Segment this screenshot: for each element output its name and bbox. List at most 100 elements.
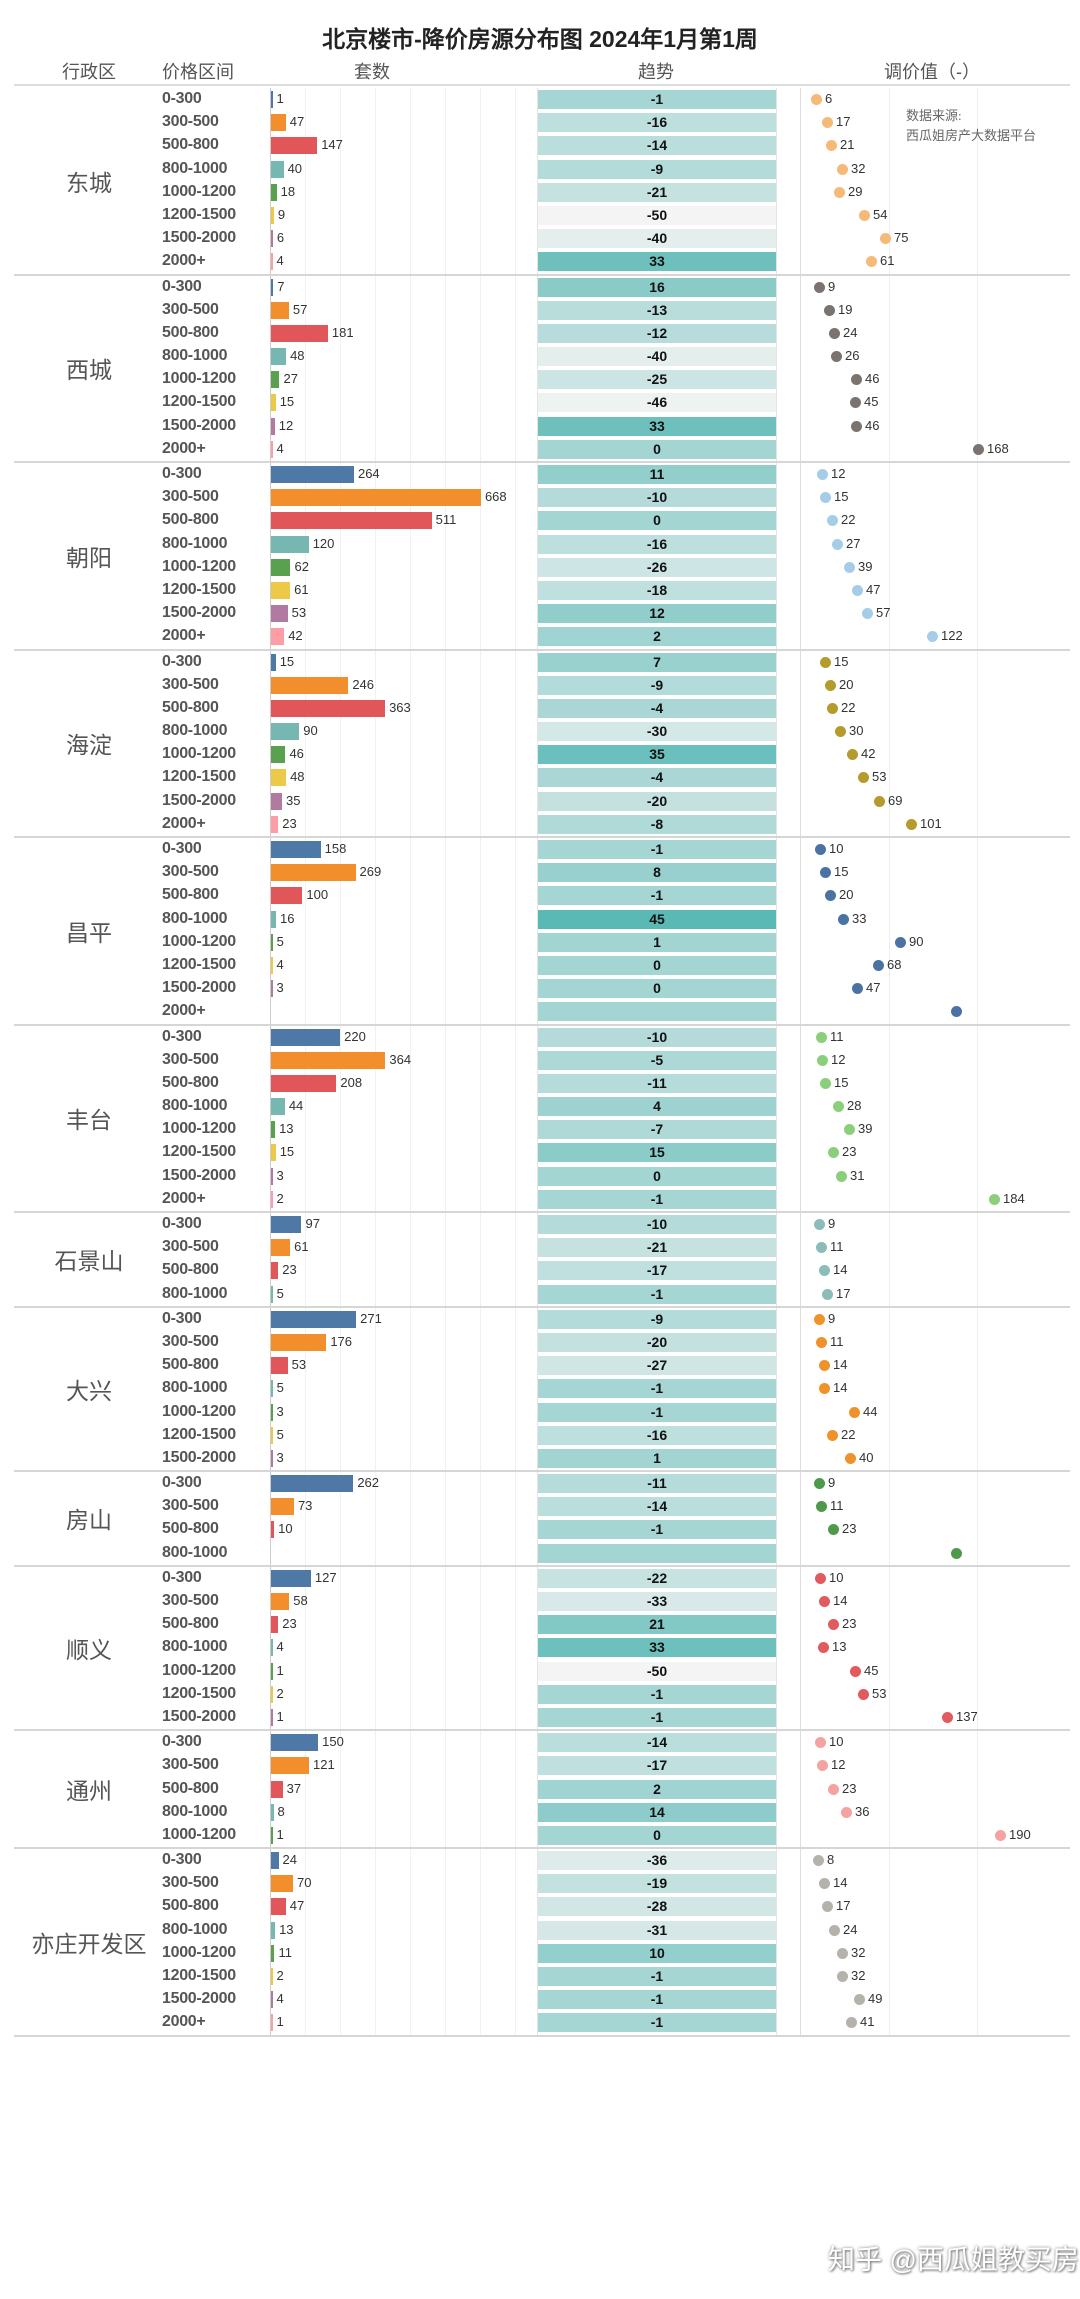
adjust-cell: 15	[800, 861, 1070, 885]
price-range-label: 1000-1200	[162, 932, 236, 950]
count-cell: 4	[270, 437, 538, 461]
count-bar	[271, 2014, 273, 2032]
adjust-dot	[849, 1406, 860, 1418]
trend-label: -1	[650, 1403, 664, 1420]
adjust-label: 68	[887, 956, 902, 972]
count-bar	[271, 535, 309, 553]
adjust-cell: 40	[800, 1446, 1070, 1471]
trend-bar	[538, 909, 776, 929]
adjust-dot	[819, 1265, 830, 1277]
trend-label: 33	[649, 253, 665, 270]
adjust-dot	[833, 1101, 844, 1113]
count-cell: 44	[270, 1095, 538, 1119]
trend-label: -17	[646, 1262, 668, 1279]
count-cell: 10	[270, 1518, 538, 1542]
district-name: 朝阳	[66, 544, 112, 571]
trend-cell: -1	[537, 838, 777, 862]
table-row: 1000-1200 3 -1 44	[14, 1400, 1070, 1424]
adjust-cell: 44	[800, 1400, 1070, 1424]
trend-label: -40	[646, 230, 668, 247]
count-cell: 158	[270, 838, 538, 862]
count-cell	[270, 1000, 538, 1024]
count-label: 4	[276, 440, 284, 456]
count-bar	[271, 1449, 273, 1467]
price-range-label: 1500-2000	[162, 979, 236, 997]
trend-label: 15	[649, 1144, 665, 1161]
count-bar	[271, 1898, 286, 1916]
adjust-cell: 23	[800, 1518, 1070, 1542]
adjust-dot	[825, 890, 836, 902]
trend-cell: -11	[537, 1071, 777, 1096]
trend-bar	[538, 1448, 776, 1468]
count-bar	[271, 1144, 276, 1162]
adjust-label: 11	[830, 1239, 844, 1255]
adjust-cell: 26	[800, 345, 1070, 369]
trend-label: -18	[646, 581, 668, 598]
trend-cell: -1	[537, 1682, 777, 1706]
adjust-cell: 23	[800, 1141, 1070, 1165]
count-bar	[271, 253, 273, 271]
trend-bar	[538, 814, 776, 834]
count-cell: 8	[270, 1800, 538, 1824]
adjust-cell: 23	[800, 1777, 1070, 1801]
count-label: 35	[286, 792, 301, 808]
adjust-dot	[814, 281, 825, 293]
adjust-dot	[837, 1971, 848, 1982]
count-cell	[270, 1541, 538, 1565]
adjust-cell: 23	[800, 1613, 1070, 1637]
table-row: 1000-1200 1 -50 45	[14, 1659, 1070, 1683]
count-cell: 5	[270, 930, 538, 954]
adjust-cell: 13	[800, 1636, 1070, 1660]
trend-cell	[537, 1541, 777, 1565]
trend-label: 14	[649, 1803, 665, 1820]
trend-label: -22	[646, 1569, 668, 1586]
adjust-cell: 17	[800, 111, 1070, 135]
adjust-cell: 122	[800, 625, 1070, 649]
trend-label: -28	[646, 1898, 668, 1915]
count-cell: 1	[270, 1823, 538, 1848]
trend-bar	[538, 2013, 776, 2033]
trend-bar	[538, 840, 776, 859]
table-row: 2000+ 4 0 168	[14, 437, 1070, 461]
adjust-cell: 19	[800, 298, 1070, 322]
count-label: 220	[344, 1028, 366, 1044]
price-range-label: 0-300	[162, 1733, 202, 1751]
count-label: 2	[276, 1968, 284, 1983]
adjust-dot	[838, 913, 849, 925]
adjust-dot	[819, 1360, 830, 1372]
adjust-label: 69	[888, 792, 903, 808]
trend-label: 0	[653, 1826, 661, 1843]
adjust-dot	[820, 1077, 831, 1089]
adjust-label: 13	[832, 1639, 847, 1655]
count-cell: 364	[270, 1048, 538, 1072]
adjust-label: 6	[825, 91, 833, 106]
adjust-cell: 137	[800, 1705, 1070, 1730]
price-range-label: 300-500	[162, 1497, 219, 1515]
adjust-dot	[951, 1547, 962, 1559]
adjust-label: 46	[865, 371, 880, 387]
adjust-label: 11	[830, 1028, 844, 1044]
count-bar	[271, 489, 481, 507]
trend-label: 2	[653, 628, 661, 645]
count-bar	[271, 1167, 273, 1185]
district-name: 房山	[66, 1507, 112, 1534]
table-row: 1500-2000 4 -1 49	[14, 1988, 1070, 2012]
count-bar	[271, 792, 282, 810]
price-range-label: 2000+	[162, 627, 206, 645]
count-label: 100	[306, 887, 329, 903]
adjust-label: 42	[861, 746, 876, 762]
trend-bar	[538, 159, 776, 179]
trend-cell: -16	[537, 532, 777, 556]
trend-bar	[538, 90, 776, 109]
adjust-label: 46	[865, 417, 880, 433]
price-range-label: 1000-1200	[162, 1825, 236, 1843]
trend-bar	[538, 863, 776, 883]
trend-label: 1	[653, 933, 661, 950]
price-range-label: 2000+	[162, 1189, 206, 1207]
trend-bar	[538, 1050, 776, 1070]
price-range-label: 500-800	[162, 1520, 219, 1538]
table-row: 1200-1500 15 15 23	[14, 1141, 1070, 1165]
trend-cell: -1	[537, 1377, 777, 1401]
adjust-dot	[895, 936, 906, 948]
adjust-label: 31	[850, 1167, 865, 1183]
